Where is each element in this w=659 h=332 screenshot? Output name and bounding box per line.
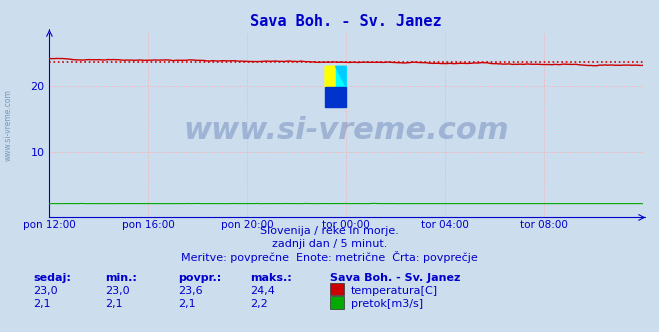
Text: Slovenija / reke in morje.: Slovenija / reke in morje. bbox=[260, 226, 399, 236]
Title: Sava Boh. - Sv. Janez: Sava Boh. - Sv. Janez bbox=[250, 14, 442, 29]
Polygon shape bbox=[335, 66, 346, 87]
Text: pretok[m3/s]: pretok[m3/s] bbox=[351, 299, 422, 309]
Text: www.si-vreme.com: www.si-vreme.com bbox=[183, 116, 509, 145]
Text: povpr.:: povpr.: bbox=[178, 273, 221, 283]
Polygon shape bbox=[335, 66, 346, 87]
Text: Meritve: povprečne  Enote: metrične  Črta: povprečje: Meritve: povprečne Enote: metrične Črta:… bbox=[181, 251, 478, 263]
Text: min.:: min.: bbox=[105, 273, 137, 283]
Polygon shape bbox=[326, 87, 346, 107]
Text: 23,0: 23,0 bbox=[105, 286, 130, 296]
Polygon shape bbox=[326, 66, 335, 87]
Text: 23,6: 23,6 bbox=[178, 286, 202, 296]
Text: maks.:: maks.: bbox=[250, 273, 292, 283]
Text: 23,0: 23,0 bbox=[33, 286, 57, 296]
Text: Sava Boh. - Sv. Janez: Sava Boh. - Sv. Janez bbox=[330, 273, 460, 283]
Text: 24,4: 24,4 bbox=[250, 286, 275, 296]
Text: sedaj:: sedaj: bbox=[33, 273, 71, 283]
Text: 2,1: 2,1 bbox=[33, 299, 51, 309]
Polygon shape bbox=[326, 66, 335, 87]
Text: 2,1: 2,1 bbox=[105, 299, 123, 309]
Text: www.si-vreme.com: www.si-vreme.com bbox=[3, 89, 13, 161]
Text: 2,2: 2,2 bbox=[250, 299, 268, 309]
Text: zadnji dan / 5 minut.: zadnji dan / 5 minut. bbox=[272, 239, 387, 249]
Text: 2,1: 2,1 bbox=[178, 299, 196, 309]
Text: temperatura[C]: temperatura[C] bbox=[351, 286, 438, 296]
